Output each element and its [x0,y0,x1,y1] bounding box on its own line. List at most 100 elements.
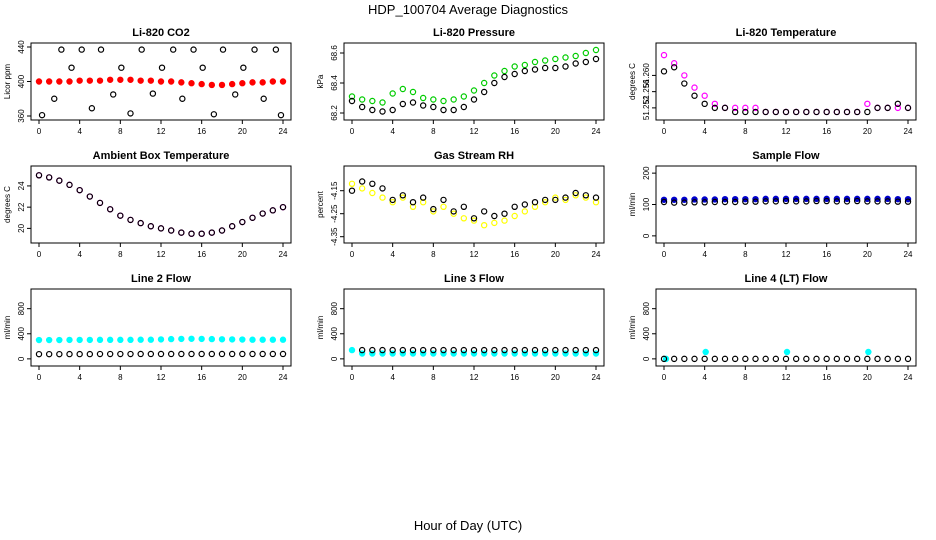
data-point [117,336,124,344]
data-point [389,346,396,354]
data-point [35,336,43,344]
data-point [369,180,376,187]
data-point [450,96,457,103]
data-point [660,198,668,206]
data-point [772,108,780,116]
data-point [592,198,600,206]
y-tick-label: 800 [642,301,651,315]
data-point [269,350,277,358]
data-point [884,198,891,205]
data-point [480,88,488,96]
x-tick-label: 16 [197,127,206,136]
data-point [127,350,134,358]
data-point [348,187,356,194]
data-point [541,346,549,354]
data-point [379,99,386,106]
data-point [701,199,708,206]
data-point [511,203,518,210]
y-tick-label: 400 [330,327,339,341]
data-point [137,336,144,343]
data-point [399,85,407,93]
data-point [45,78,53,85]
data-point [96,336,104,344]
x-tick-label: 24 [904,127,913,136]
x-tick-label: 8 [118,250,123,259]
data-point [117,350,124,358]
data-point [480,208,488,215]
data-point [670,64,678,71]
data-point [178,350,185,358]
x-tick-label: 4 [390,127,395,136]
data-point [147,77,155,84]
data-point [874,198,881,205]
data-point [188,80,195,87]
data-point [562,346,569,354]
x-tick-label: 20 [863,127,872,136]
data-point [56,336,63,344]
data-point [348,346,356,354]
data-point [210,111,218,118]
x-tick-label: 20 [551,373,560,382]
y-tick-label: 51.260 [642,63,651,88]
data-point [681,199,688,206]
x-tick-label: 8 [431,127,436,136]
data-point [389,198,396,206]
y-axis-label: kPa [316,74,325,88]
chart-panel: Sample Flow ml/min 0 4 8 12 16 20 24 0 100 200 [628,150,917,259]
data-point [358,103,366,111]
data-point [691,92,698,99]
data-point [562,54,569,61]
data-point [45,336,53,344]
y-tick-label: 0 [330,356,339,361]
data-point [731,108,739,116]
chart-title: Line 4 (LT) Flow [745,273,828,285]
data-point [470,96,478,103]
data-point [762,198,769,205]
y-tick-label: 51.252 [642,95,651,120]
data-point [239,80,246,87]
data-point [269,207,277,214]
y-tick-label: -4.25 [330,204,339,223]
data-point [358,178,366,185]
data-point [78,46,85,53]
data-point [853,108,861,116]
x-tick-label: 12 [157,250,166,259]
data-point [379,108,386,115]
data-point [752,104,759,112]
data-point [833,198,841,205]
data-point [782,197,790,205]
data-point [450,106,457,114]
data-point [117,212,124,219]
data-point [782,355,790,363]
data-point [480,79,488,87]
chart-title: Li-820 Pressure [433,27,515,39]
data-point [389,106,396,114]
data-point [106,350,114,358]
data-point [399,194,407,201]
data-point [681,72,688,79]
y-axis-label: degrees C [3,186,12,223]
data-point [480,346,488,354]
data-point [56,350,63,358]
data-point [853,355,861,363]
data-point [88,105,96,112]
data-point [249,350,256,358]
data-point [179,95,186,102]
data-point [772,198,780,205]
data-point [218,81,226,89]
data-point [592,346,600,354]
data-point [76,336,83,344]
data-point [884,104,891,112]
data-point [792,355,800,363]
x-tick-label: 20 [238,373,247,382]
data-point [198,350,205,358]
data-point [582,49,590,57]
data-point [208,229,216,236]
data-point [711,198,719,206]
data-point [208,81,216,89]
data-point [369,97,376,105]
data-point [178,335,185,343]
y-tick-label: 0 [17,356,26,361]
x-tick-label: 8 [431,373,436,382]
y-tick-label: 24 [17,181,26,190]
